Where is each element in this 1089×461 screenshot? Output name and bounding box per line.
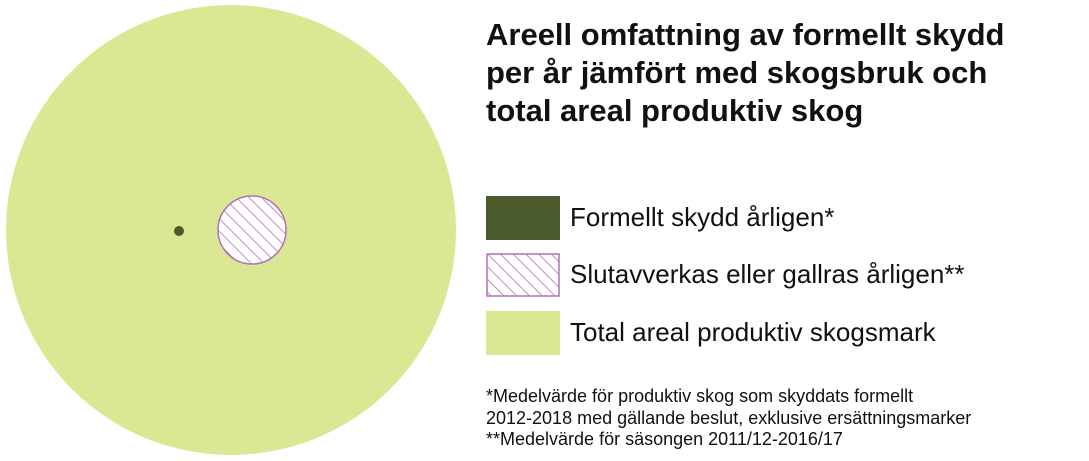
chart-title-line-2: per år jämfört med skogsbruk och	[486, 55, 988, 90]
proportional-circle-chart	[6, 5, 456, 455]
legend-label-protected: Formellt skydd årligen*	[570, 202, 835, 232]
footnote-line-1: *Medelvärde för produktiv skog som skydd…	[486, 386, 914, 406]
chart-title: Areell omfattning av formellt skydd per …	[486, 16, 1086, 130]
footnotes: *Medelvärde för produktiv skog som skydd…	[486, 386, 1086, 451]
legend-swatch-total	[486, 311, 560, 355]
legend-item-harvest: Slutavverkas eller gallras årligen**	[486, 253, 1086, 297]
harvest-circle	[217, 195, 287, 265]
legend-swatch-harvest	[486, 253, 560, 297]
footnote-line-2: 2012-2018 med gällande beslut, exklusive…	[486, 407, 972, 428]
footnote-line-3: **Medelvärde för säsongen 2011/12-2016/1…	[486, 429, 843, 449]
legend-label-total: Total areal produktiv skogsmark	[570, 317, 936, 347]
chart-title-line-1: Areell omfattning av formellt skydd	[486, 17, 1005, 52]
chart-title-line-3: total areal produktiv skog	[486, 93, 864, 128]
legend-swatch-protected	[486, 196, 560, 240]
legend-item-total: Total areal produktiv skogsmark	[486, 311, 1086, 355]
legend-label-harvest: Slutavverkas eller gallras årligen**	[570, 259, 965, 289]
protected-circle	[174, 226, 184, 236]
legend-item-protected: Formellt skydd årligen*	[486, 196, 1086, 240]
